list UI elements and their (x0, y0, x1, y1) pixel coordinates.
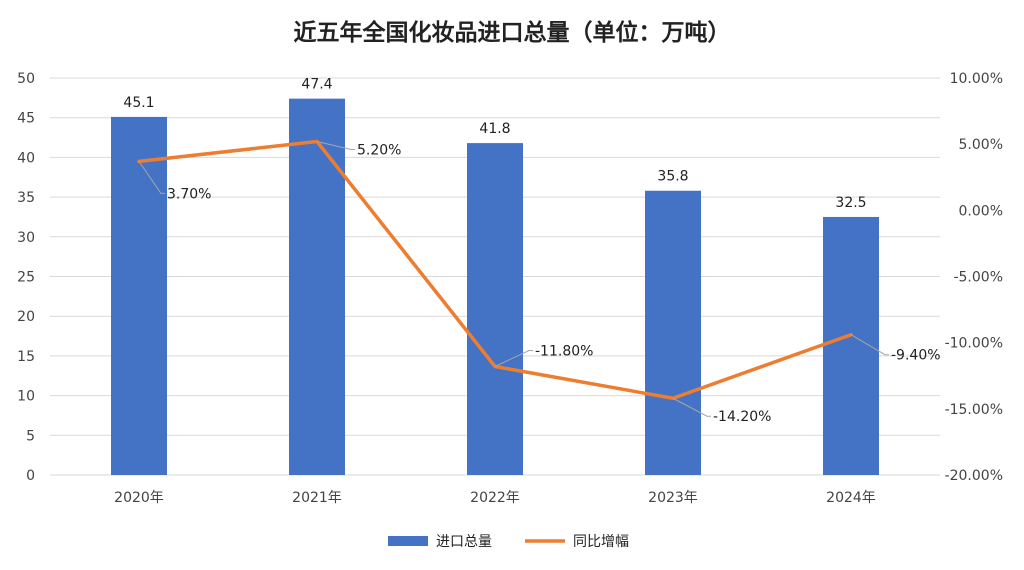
right-tick-label: 0.00% (959, 203, 1003, 219)
leader-line (494, 349, 533, 367)
left-tick-label: 35 (17, 190, 35, 206)
chart-title: 近五年全国化妆品进口总量（单位：万吨） (294, 19, 731, 46)
line-value-label: 3.70% (167, 186, 211, 202)
bar-value-label: 47.4 (301, 77, 332, 93)
bar (289, 98, 345, 476)
left-tick-label: 50 (17, 71, 35, 87)
right-tick-label: -15.00% (945, 402, 1003, 418)
left-tick-label: 40 (17, 150, 35, 166)
legend: 进口总量 同比增幅 (388, 534, 629, 550)
line-value-label: -14.20% (713, 409, 771, 425)
category-label: 2023年 (648, 490, 698, 506)
bar-value-label: 41.8 (479, 121, 510, 137)
bar (645, 190, 701, 476)
bar (467, 143, 523, 475)
bar-series (111, 98, 879, 476)
left-tick-label: 45 (17, 111, 35, 127)
category-label: 2022年 (470, 490, 520, 506)
right-tick-label: -5.00% (953, 270, 1003, 286)
bar-value-label: 45.1 (123, 95, 154, 111)
left-tick-label: 20 (17, 309, 35, 325)
bar (111, 116, 167, 475)
left-tick-label: 5 (26, 428, 35, 444)
bar-value-label: 35.8 (657, 169, 688, 185)
left-tick-label: 0 (26, 468, 35, 484)
right-tick-label: 10.00% (950, 71, 1003, 87)
right-tick-label: 5.00% (959, 137, 1003, 153)
right-axis-ticks: -20.00% -15.00% -10.00% -5.00% 0.00% 5.00% 10.… (945, 71, 1003, 484)
line-value-label: -11.80% (535, 343, 593, 359)
legend-bar-label: 进口总量 (436, 534, 492, 550)
category-label: 2020年 (114, 490, 164, 506)
legend-bar-swatch (388, 536, 428, 546)
leader-line (316, 141, 355, 151)
leader-line (138, 161, 165, 194)
left-tick-label: 10 (17, 389, 35, 405)
leader-line (672, 397, 711, 417)
left-axis-ticks: 0 5 10 15 20 25 30 35 40 45 50 (17, 71, 35, 484)
left-tick-label: 30 (17, 230, 35, 246)
right-tick-label: -20.00% (945, 468, 1003, 484)
line-value-label: -9.40% (891, 348, 941, 364)
category-axis-labels: 2020年 2021年 2022年 2023年 2024年 (114, 490, 876, 506)
bar-value-label: 32.5 (835, 195, 866, 211)
line-value-label: 5.20% (357, 143, 401, 159)
bar-data-labels: 45.1 47.4 41.8 35.8 32.5 (123, 77, 866, 211)
legend-line-label: 同比增幅 (573, 534, 629, 550)
left-tick-label: 25 (17, 270, 35, 286)
leader-line (850, 334, 889, 356)
line-data-labels: 3.70% 5.20% -11.80% -14.20% -9.40% (138, 141, 941, 425)
category-label: 2021年 (292, 490, 342, 506)
category-label: 2024年 (826, 490, 876, 506)
left-tick-label: 15 (17, 349, 35, 365)
right-tick-label: -10.00% (945, 336, 1003, 352)
